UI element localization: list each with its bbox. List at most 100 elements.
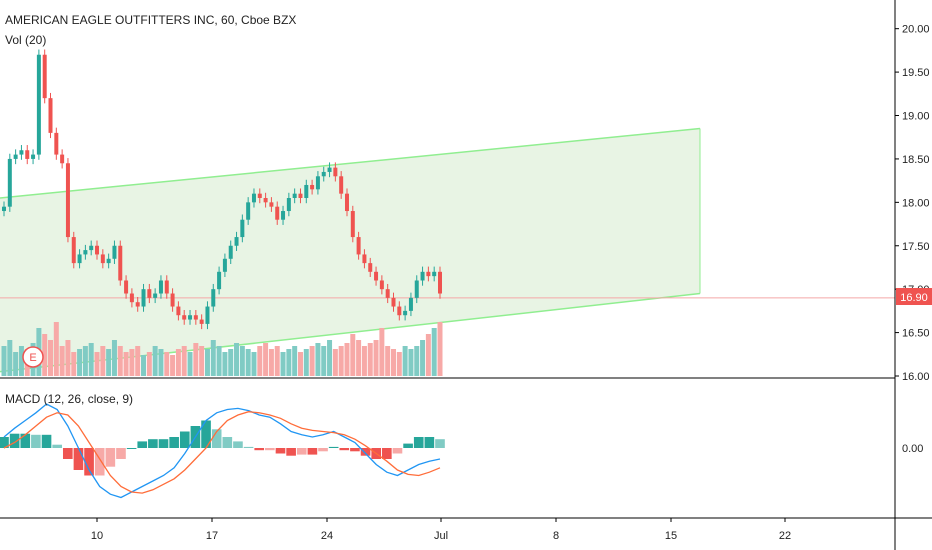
macd-histogram-bar	[116, 448, 126, 459]
volume-bar	[100, 346, 106, 376]
volume-bar	[379, 328, 385, 376]
time-tick-label: Jul	[434, 530, 448, 542]
volume-bar	[181, 346, 187, 376]
candle-body	[153, 293, 158, 298]
volume-bar	[117, 346, 123, 376]
price-tick-label: 16.50	[902, 328, 930, 340]
candle-body	[60, 154, 65, 164]
candle-body	[19, 150, 24, 155]
volume-bar	[414, 346, 420, 376]
candle-body	[344, 193, 349, 212]
volume-bar	[356, 340, 362, 376]
candle-body	[95, 245, 100, 255]
volume-bar	[263, 343, 269, 376]
candle-body	[129, 293, 134, 303]
macd-histogram-bar	[424, 437, 435, 448]
volume-bar	[309, 346, 315, 376]
volume-bar	[111, 340, 117, 376]
volume-bar	[88, 343, 94, 376]
candle-body	[7, 158, 12, 207]
candle-body	[205, 306, 210, 324]
candle-body	[368, 263, 373, 272]
volume-bar	[216, 346, 222, 376]
volume-bar	[123, 352, 129, 376]
chart-title[interactable]: AMERICAN EAGLE OUTFITTERS INC, 60, Cboe …	[5, 13, 296, 27]
candle-body	[327, 167, 332, 172]
volume-bar	[71, 352, 77, 376]
volume-bar	[59, 346, 65, 376]
candle-body	[147, 289, 152, 298]
volume-bar	[42, 334, 48, 376]
candle-body	[31, 154, 36, 159]
macd-histogram-bar	[211, 429, 222, 448]
volume-bar	[94, 352, 100, 376]
macd-histogram-bar	[179, 431, 190, 448]
candle-body	[135, 302, 140, 307]
macd-histogram-bar	[243, 446, 254, 448]
macd-histogram-bar	[158, 439, 169, 448]
macd-histogram-bar	[318, 448, 328, 452]
volume-bar	[321, 346, 327, 376]
volume-bar	[82, 346, 88, 376]
candle-body	[25, 150, 30, 159]
macd-histogram-bar	[265, 448, 275, 451]
macd-histogram-bar	[275, 448, 286, 454]
candle-body	[106, 258, 111, 264]
volume-bar	[344, 343, 350, 376]
candle-body	[385, 289, 390, 298]
volume-bar	[13, 352, 19, 376]
price-tick-label: 17.50	[902, 241, 930, 253]
candle-body	[263, 198, 268, 203]
volume-bar	[228, 349, 234, 376]
price-tick-label: 18.50	[902, 154, 930, 166]
candle-body	[228, 245, 233, 259]
volume-bar	[332, 349, 338, 376]
candle-body	[188, 315, 193, 320]
volume-bar	[425, 334, 431, 376]
candle-body	[2, 206, 6, 212]
macd-histogram-bar	[296, 448, 307, 455]
volume-bar	[292, 346, 298, 376]
time-axis[interactable]: 10 17 24 Jul 8 15 22	[91, 518, 791, 542]
volume-bar	[385, 346, 391, 376]
time-tick-label: 15	[665, 530, 677, 542]
candle-body	[176, 306, 181, 316]
candle-body	[275, 206, 280, 220]
price-axis[interactable]: 20.0019.5019.0018.5018.0017.5017.0016.50…	[895, 24, 930, 383]
earnings-marker[interactable]: E	[22, 346, 44, 368]
candle-body	[193, 315, 198, 320]
time-tick-label: 24	[321, 530, 333, 542]
volume-legend[interactable]: Vol (20)	[5, 33, 46, 47]
macd-histogram-bar	[382, 448, 392, 459]
candle-body	[182, 315, 187, 320]
volume-bar	[175, 349, 181, 376]
channel-upper-line	[0, 127, 701, 199]
macd-histogram-bar	[435, 439, 445, 448]
candle-body	[77, 254, 82, 264]
volume-bar	[199, 346, 205, 376]
macd-legend[interactable]: MACD (12, 26, close, 9)	[5, 392, 133, 406]
candle-body	[83, 250, 88, 255]
volume-bar	[408, 349, 414, 376]
candle-body	[100, 254, 105, 264]
candle-body	[112, 245, 117, 259]
volume-bar	[1, 346, 7, 376]
candle-body	[222, 258, 227, 272]
volume-bar	[402, 346, 408, 376]
macd-zero-label: 0.00	[902, 443, 923, 455]
macd-histogram-bar	[73, 448, 84, 470]
candle-body	[158, 280, 163, 294]
candle-body	[240, 219, 245, 238]
candle-body	[298, 193, 303, 198]
volume-bar	[315, 343, 321, 376]
candle-body	[118, 245, 123, 281]
price-tick-label: 19.00	[902, 111, 930, 123]
volume-bar	[280, 352, 286, 376]
macd-histogram-bar	[9, 433, 20, 448]
price-tick-label: 16.00	[902, 371, 930, 383]
candle-body	[281, 211, 286, 220]
macd-histogram-bar	[413, 437, 424, 448]
macd-histogram-bar	[222, 437, 233, 448]
volume-bar	[373, 340, 379, 376]
candle-body	[408, 297, 413, 311]
